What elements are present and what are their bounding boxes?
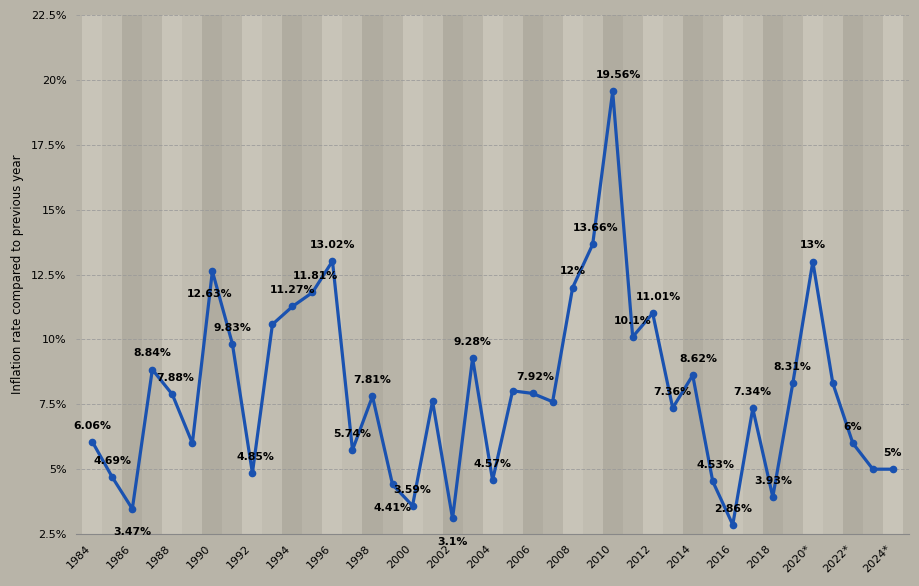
- Bar: [242, 15, 282, 534]
- Bar: [562, 15, 582, 534]
- Text: 7.34%: 7.34%: [733, 387, 771, 397]
- Y-axis label: Inflation rate compared to previous year: Inflation rate compared to previous year: [11, 155, 24, 394]
- Bar: [642, 15, 682, 534]
- Bar: [482, 15, 522, 534]
- Bar: [562, 15, 602, 534]
- Bar: [322, 15, 362, 534]
- Bar: [762, 15, 782, 534]
- Text: 3.47%: 3.47%: [113, 527, 152, 537]
- Bar: [362, 15, 382, 534]
- Text: 10.1%: 10.1%: [613, 316, 651, 326]
- Text: 6%: 6%: [843, 422, 861, 432]
- Text: 9.83%: 9.83%: [213, 323, 251, 333]
- Text: 11.01%: 11.01%: [635, 292, 680, 302]
- Text: 7.36%: 7.36%: [652, 387, 691, 397]
- Text: 7.88%: 7.88%: [156, 373, 194, 383]
- Text: 12%: 12%: [559, 267, 585, 277]
- Bar: [642, 15, 662, 534]
- Bar: [202, 15, 222, 534]
- Bar: [282, 15, 302, 534]
- Text: 13.66%: 13.66%: [572, 223, 618, 233]
- Text: 4.41%: 4.41%: [373, 503, 411, 513]
- Bar: [882, 15, 902, 534]
- Bar: [242, 15, 262, 534]
- Bar: [602, 15, 622, 534]
- Bar: [482, 15, 502, 534]
- Text: 8.31%: 8.31%: [773, 362, 811, 372]
- Bar: [722, 15, 762, 534]
- Text: 7.92%: 7.92%: [516, 372, 554, 382]
- Bar: [403, 15, 422, 534]
- Bar: [882, 15, 902, 534]
- Text: 4.53%: 4.53%: [696, 460, 733, 471]
- Text: 13%: 13%: [799, 240, 825, 250]
- Text: 8.84%: 8.84%: [133, 349, 171, 359]
- Bar: [442, 15, 462, 534]
- Text: 9.28%: 9.28%: [453, 337, 491, 347]
- Bar: [722, 15, 742, 534]
- Text: 4.69%: 4.69%: [93, 456, 131, 466]
- Text: 12.63%: 12.63%: [187, 289, 233, 299]
- Text: 8.62%: 8.62%: [678, 354, 717, 364]
- Bar: [403, 15, 442, 534]
- Text: 11.81%: 11.81%: [292, 271, 337, 281]
- Text: 3.1%: 3.1%: [437, 537, 467, 547]
- Bar: [802, 15, 842, 534]
- Bar: [802, 15, 822, 534]
- Bar: [322, 15, 342, 534]
- Bar: [122, 15, 142, 534]
- Text: 7.81%: 7.81%: [353, 375, 391, 385]
- Text: 6.06%: 6.06%: [74, 421, 111, 431]
- Bar: [522, 15, 542, 534]
- Bar: [682, 15, 702, 534]
- Text: 3.93%: 3.93%: [753, 476, 791, 486]
- Bar: [842, 15, 862, 534]
- Text: 2.86%: 2.86%: [713, 503, 751, 513]
- Text: 3.59%: 3.59%: [393, 485, 431, 495]
- Bar: [162, 15, 202, 534]
- Bar: [162, 15, 182, 534]
- Bar: [82, 15, 122, 534]
- Text: 13.02%: 13.02%: [310, 240, 355, 250]
- Bar: [82, 15, 102, 534]
- Text: 11.27%: 11.27%: [269, 285, 315, 295]
- Text: 4.85%: 4.85%: [236, 452, 274, 462]
- Text: 4.57%: 4.57%: [473, 459, 511, 469]
- Text: 5.74%: 5.74%: [333, 429, 371, 439]
- Text: 5%: 5%: [882, 448, 902, 458]
- Text: 19.56%: 19.56%: [595, 70, 641, 80]
